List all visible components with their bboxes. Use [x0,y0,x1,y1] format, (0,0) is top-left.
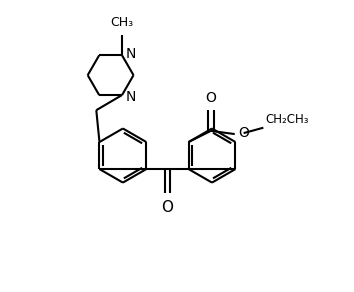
Text: CH₃: CH₃ [110,16,133,29]
Text: N: N [126,90,136,104]
Text: N: N [126,47,136,61]
Text: O: O [161,200,173,215]
Text: CH₂CH₃: CH₂CH₃ [265,113,308,126]
Text: O: O [205,91,216,105]
Text: O: O [239,126,250,140]
